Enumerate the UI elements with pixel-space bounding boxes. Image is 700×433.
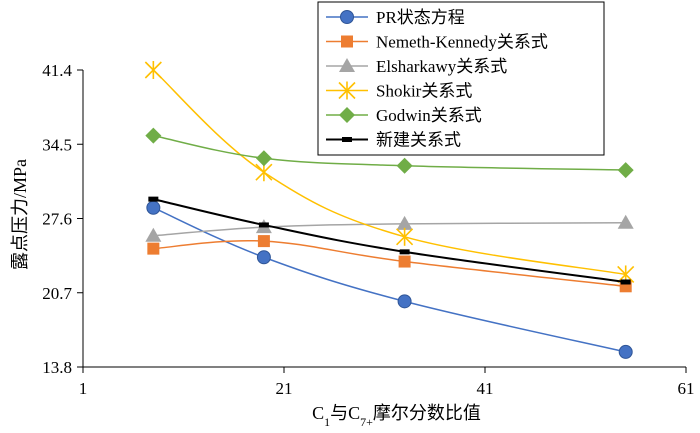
legend-marker [339, 107, 355, 123]
y-tick-label: 20.7 [42, 284, 72, 303]
series-line [153, 222, 626, 237]
data-point [617, 162, 634, 179]
x-tick-label: 41 [477, 379, 494, 398]
y-tick-label: 34.5 [42, 135, 72, 154]
data-point [256, 250, 271, 265]
series-6 [148, 196, 631, 285]
data-point [148, 196, 159, 202]
data-point [257, 235, 270, 248]
legend-marker [341, 35, 353, 48]
legend-label: Nemeth-Kennedy关系式 [376, 33, 548, 52]
y-tick-label: 27.6 [42, 210, 72, 229]
legend-label: 新建关系式 [376, 131, 461, 150]
series-1 [146, 200, 633, 359]
legend-item: PR状态方程 [326, 8, 465, 27]
legend-item: Nemeth-Kennedy关系式 [326, 33, 548, 52]
data-point [396, 215, 413, 230]
legend-box [317, 1, 605, 156]
series-5 [145, 127, 634, 179]
y-tick-label: 41.4 [42, 61, 72, 80]
data-point [397, 294, 412, 309]
x-tick-label: 61 [678, 379, 695, 398]
series-line [153, 198, 626, 283]
axes: 13.8 20.7 27.6 34.5 41.4 1 21 41 61 C1与C7+摩尔分数比值 露… [10, 61, 695, 429]
series-3 [145, 214, 634, 242]
legend-item: Godwin关系式 [326, 106, 482, 125]
series-line [153, 239, 626, 288]
series-line [152, 69, 626, 276]
data-point [396, 157, 413, 174]
legend-item: Elsharkawy关系式 [326, 57, 507, 76]
legend-marker [340, 10, 354, 24]
data-point [146, 200, 161, 215]
y-axis-title: 露点压力/MPa [10, 159, 30, 270]
legend-label: Godwin关系式 [376, 106, 482, 125]
data-point [620, 279, 631, 285]
legend-label: Shokir关系式 [376, 82, 472, 101]
y-tick-label: 13.8 [42, 358, 72, 377]
data-point [399, 249, 410, 255]
legend-label: PR状态方程 [376, 8, 465, 27]
legend-marker [339, 58, 355, 72]
data-point [398, 255, 411, 268]
data-point [396, 227, 414, 246]
legend-marker [338, 81, 356, 100]
data-point [144, 61, 162, 79]
series-line [153, 134, 626, 171]
data-point [147, 242, 160, 255]
legend-label: Elsharkawy关系式 [376, 57, 507, 76]
data-point [618, 344, 633, 359]
legend: PR状态方程 Nemeth-Kennedy关系式 Elsharkawy关系式 Shok… [317, 1, 605, 156]
data-point [145, 227, 162, 242]
legend-item: 新建关系式 [326, 131, 461, 150]
series-line [153, 207, 626, 353]
series-2 [147, 235, 632, 293]
x-tick-label: 1 [79, 379, 88, 398]
x-axis-title: C1与C7+摩尔分数比值 [312, 403, 481, 429]
data-point [145, 127, 162, 144]
legend-item: Shokir关系式 [326, 81, 472, 101]
legend-marker [342, 137, 352, 142]
x-tick-label: 21 [276, 379, 293, 398]
data-point [617, 214, 634, 229]
data-point [255, 150, 272, 167]
data-point [258, 222, 269, 228]
series-layer [144, 61, 635, 359]
series-4 [144, 61, 635, 284]
